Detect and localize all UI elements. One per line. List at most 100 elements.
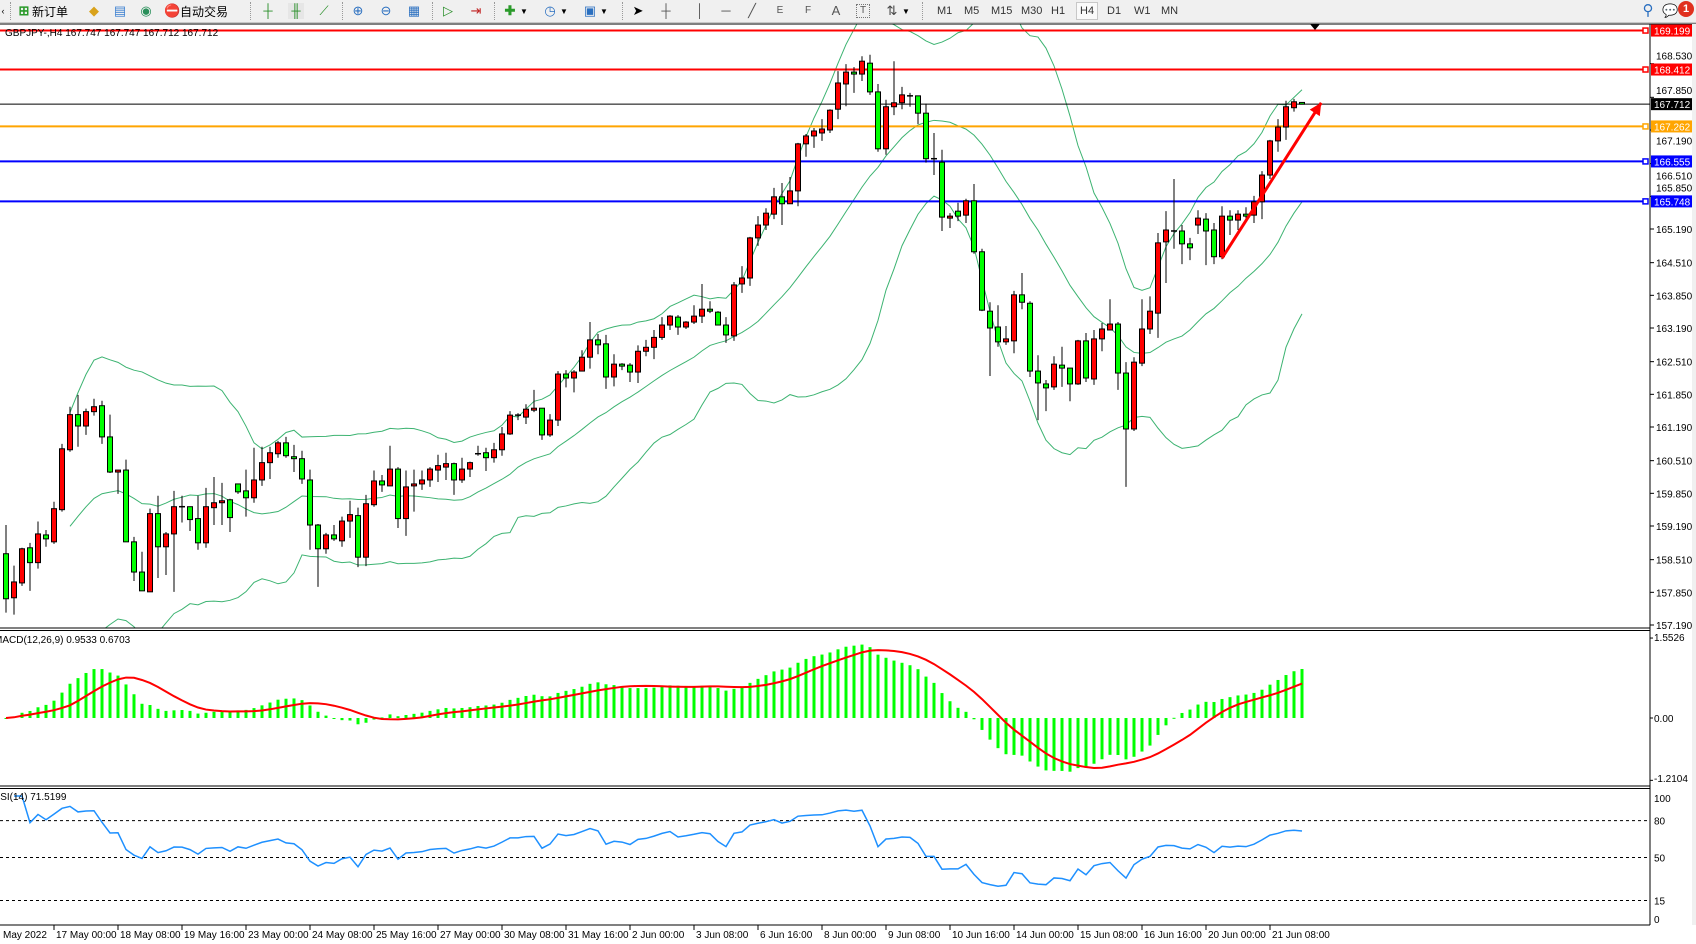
text-label-tool[interactable]: T	[856, 2, 870, 20]
candle-body	[683, 321, 689, 328]
macd-histogram-bar	[356, 718, 360, 725]
candle-body	[339, 520, 345, 542]
chart-shift-button[interactable]: ⇥	[468, 2, 484, 20]
macd-histogram-bar	[492, 704, 496, 718]
line-chart-button[interactable]: ⟋	[316, 2, 332, 20]
signals-button[interactable]: ◉	[138, 2, 154, 20]
macd-histogram-bar	[1044, 718, 1048, 771]
macd-histogram-bar	[868, 647, 872, 718]
macd-histogram-bar	[372, 718, 376, 720]
candle	[979, 248, 985, 312]
timeframe-mn[interactable]: MN	[1161, 5, 1179, 17]
candlestick-chart-button[interactable]: ╫	[288, 2, 304, 20]
fibo-grid-tool[interactable]: F	[800, 2, 816, 20]
candle-body	[1051, 363, 1057, 388]
tile-windows-button[interactable]: ▦	[406, 2, 422, 20]
rsi-axis-label: 50	[1654, 854, 1666, 865]
candle-body	[203, 506, 209, 544]
candle-body	[267, 452, 273, 464]
candle-body	[883, 106, 889, 150]
macd-histogram-bar	[396, 716, 400, 718]
dropdown-arrow-icon: ▼	[520, 6, 528, 16]
candle-body	[819, 128, 825, 134]
macd-histogram-bar	[1188, 709, 1192, 718]
notifications-button[interactable]: 💬	[1662, 2, 1678, 20]
macd-histogram-bar	[548, 696, 552, 718]
candle-body	[251, 479, 257, 499]
periodicity-dropdown[interactable]: ◷ ▼	[542, 2, 568, 20]
candle-body	[915, 95, 921, 114]
zoom-in-button[interactable]: ⊕	[350, 2, 366, 20]
arrows-dropdown[interactable]: ⇅ ▼	[884, 2, 910, 20]
price-axis-label: 159.850	[1656, 489, 1693, 500]
search-button[interactable]: ⚲	[1640, 2, 1656, 20]
macd-histogram-bar	[484, 705, 488, 718]
timeframe-m15[interactable]: M15	[991, 5, 1013, 17]
macd-histogram-bar	[964, 711, 968, 718]
candle	[83, 408, 89, 435]
macd-histogram-bar	[988, 718, 992, 740]
macd-histogram-bar	[956, 707, 960, 718]
timeframe-d1[interactable]: D1	[1107, 5, 1122, 17]
candle-body	[659, 324, 665, 338]
macd-histogram-bar	[732, 688, 736, 718]
candle-body	[331, 534, 337, 540]
candle-body	[699, 308, 705, 317]
text-tool[interactable]: A	[828, 2, 844, 20]
macd-histogram-bar	[76, 678, 80, 718]
crosshair-tool[interactable]: ┼	[658, 2, 674, 20]
level-handle[interactable]	[1642, 123, 1649, 130]
toolbar-scroll-left[interactable]: ‹	[0, 2, 6, 20]
candle-body	[347, 514, 353, 522]
candle	[843, 64, 849, 107]
level-handle[interactable]	[1642, 66, 1649, 73]
candle	[1171, 179, 1177, 249]
timeframe-w1[interactable]: W1	[1134, 5, 1151, 17]
candle	[699, 283, 705, 324]
candle-body	[1075, 340, 1081, 385]
market-watch-button[interactable]: ◆	[86, 2, 102, 20]
trend-arrow-line[interactable]	[1220, 101, 1323, 260]
auto-trading-button[interactable]: ⛔ 自动交易	[164, 2, 228, 20]
macd-histogram-bar	[412, 713, 416, 718]
macd-histogram-bar	[1092, 718, 1096, 764]
fibo-fan-tool[interactable]: E	[772, 2, 788, 20]
timeframe-h1[interactable]: H1	[1051, 5, 1066, 17]
new-order-button[interactable]: ⊞ 新订单	[16, 2, 68, 20]
cursor-tool[interactable]: ➤	[630, 2, 646, 20]
price-panel[interactable]	[0, 0, 1650, 640]
vertical-line-tool[interactable]: │	[692, 2, 708, 20]
data-window-button[interactable]: ▤	[112, 2, 128, 20]
level-handle[interactable]	[1642, 198, 1649, 205]
macd-histogram-bar	[940, 693, 944, 718]
macd-histogram-bar	[948, 701, 952, 718]
candle-body	[123, 469, 129, 543]
horizontal-line-tool[interactable]: ─	[718, 2, 734, 20]
templates-dropdown[interactable]: ▣ ▼	[582, 2, 608, 20]
timeframe-m5[interactable]: M5	[964, 5, 980, 17]
candle	[587, 322, 593, 369]
timeframe-m30[interactable]: M30	[1021, 5, 1043, 17]
candle	[339, 516, 345, 547]
timeframe-h4[interactable]: H4	[1076, 2, 1099, 20]
zoom-out-button[interactable]: ⊖	[378, 2, 394, 20]
candle-body	[1019, 294, 1025, 303]
trendline-tool[interactable]: ╱	[744, 2, 760, 20]
chart-shift-marker[interactable]	[1310, 24, 1320, 30]
candle-body	[571, 371, 577, 379]
bar-chart-button[interactable]: ┼	[260, 2, 276, 20]
rsi-panel[interactable]	[0, 795, 1650, 902]
candle	[547, 414, 553, 437]
gold-bars-icon: ◆	[89, 3, 99, 18]
macd-panel[interactable]	[4, 644, 1304, 772]
candle-body	[1043, 383, 1049, 389]
auto-scroll-button[interactable]: ▷	[440, 2, 456, 20]
level-handle[interactable]	[1642, 27, 1649, 34]
level-handle[interactable]	[1642, 158, 1649, 165]
indicators-dropdown[interactable]: ✚ ▼	[502, 2, 528, 20]
candle-body	[163, 533, 169, 548]
timeframe-m1[interactable]: M1	[937, 5, 953, 17]
candle	[611, 354, 617, 387]
candle-body	[1027, 302, 1033, 372]
